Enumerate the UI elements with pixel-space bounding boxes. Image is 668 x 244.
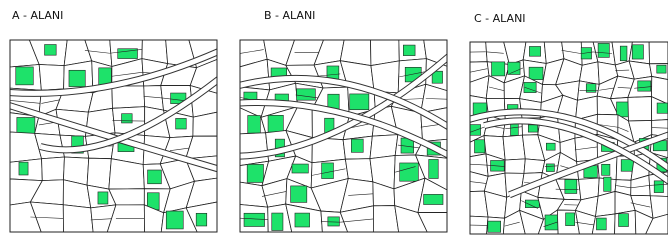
- building: [508, 62, 520, 74]
- building: [98, 192, 108, 204]
- building: [244, 213, 265, 226]
- maps: [1, 40, 668, 234]
- building: [166, 211, 183, 229]
- building: [528, 125, 537, 132]
- building: [598, 43, 609, 57]
- building: [657, 103, 668, 113]
- map-panel: [1, 40, 237, 232]
- building: [268, 115, 283, 132]
- building: [529, 46, 540, 56]
- building: [122, 114, 133, 123]
- building: [351, 139, 363, 152]
- building: [19, 162, 28, 175]
- parcel: [649, 42, 668, 64]
- building: [619, 214, 629, 227]
- building: [602, 164, 610, 175]
- building: [657, 65, 666, 73]
- panel-label: C - ALANI: [474, 12, 526, 25]
- building: [403, 45, 415, 56]
- building: [322, 163, 334, 179]
- building: [16, 67, 34, 85]
- building: [638, 81, 651, 91]
- building: [400, 163, 419, 181]
- building: [546, 143, 555, 150]
- building: [424, 194, 443, 204]
- parcel: [87, 158, 111, 189]
- building: [474, 140, 484, 153]
- parcel: [524, 159, 545, 173]
- building: [196, 213, 207, 226]
- building: [292, 164, 308, 173]
- figure: A - ALANI B - ALANI C - ALANI: [0, 0, 668, 244]
- building: [291, 186, 307, 202]
- building: [45, 45, 57, 56]
- parcel: [505, 159, 525, 173]
- building: [529, 67, 543, 79]
- parcel: [39, 65, 64, 91]
- parcel: [112, 86, 145, 108]
- building: [596, 218, 606, 230]
- parcel: [240, 133, 269, 166]
- building: [69, 70, 85, 86]
- building: [566, 213, 575, 226]
- parcel: [373, 206, 398, 232]
- building: [620, 46, 627, 61]
- building: [621, 160, 634, 172]
- building: [272, 213, 283, 230]
- building: [429, 159, 439, 178]
- building: [546, 164, 554, 172]
- building: [297, 89, 316, 100]
- building: [295, 213, 310, 227]
- building: [248, 115, 261, 133]
- building: [488, 221, 501, 232]
- building: [328, 217, 340, 226]
- building: [654, 181, 663, 193]
- parcel: [628, 97, 652, 121]
- map-panel: [227, 40, 467, 232]
- map-panel: [462, 42, 668, 234]
- parcel: [370, 135, 398, 159]
- building: [586, 84, 596, 93]
- building: [148, 170, 162, 184]
- parcel: [503, 135, 525, 160]
- building: [176, 118, 187, 129]
- panel-label: B - ALANI: [264, 9, 315, 22]
- building: [492, 62, 505, 76]
- parcel: [63, 205, 93, 232]
- building: [632, 45, 643, 59]
- building: [470, 125, 481, 136]
- building: [350, 94, 369, 110]
- building: [247, 164, 263, 182]
- building: [604, 177, 611, 191]
- building: [565, 180, 577, 194]
- parcel: [42, 157, 65, 181]
- building: [510, 124, 518, 136]
- panel-label: A - ALANI: [12, 9, 63, 22]
